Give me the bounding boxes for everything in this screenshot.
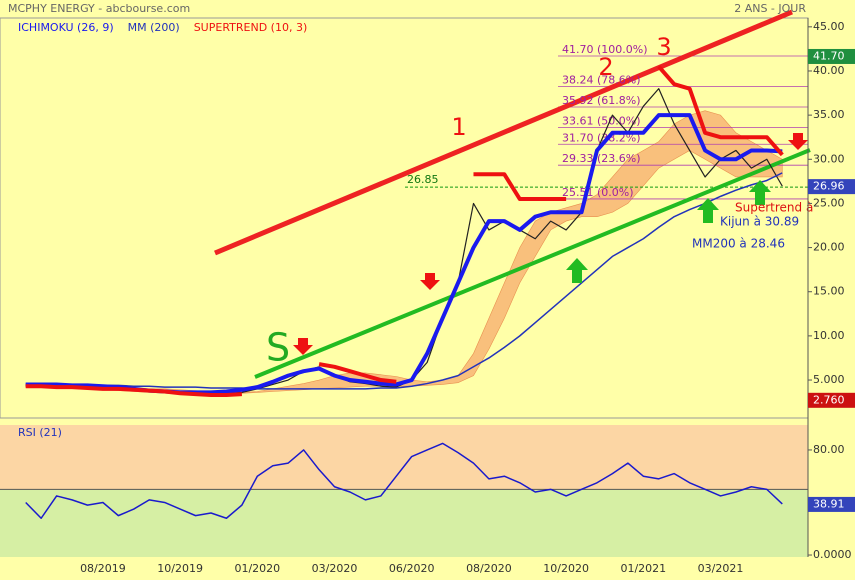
x-tick-label: 03/2021 (698, 562, 744, 575)
y-tick-label: 15.00 (813, 285, 845, 298)
fib-label: 33.61 (50.0%) (562, 114, 641, 127)
series-line (25, 442, 783, 520)
y-tick-label: 10.00 (813, 329, 845, 342)
series-line (25, 172, 783, 390)
y-tick-label: 35.00 (813, 108, 845, 121)
price-box (808, 179, 855, 195)
x-tick-label: 10/2019 (157, 562, 203, 575)
fib-label: 38.24 (78.6%) (562, 74, 641, 87)
annotation: Kijun à 30.89 (720, 215, 799, 229)
y-tick-label: 20.00 (813, 241, 845, 254)
price-box-label: 26.96 (813, 180, 845, 193)
up-arrow (749, 180, 771, 205)
series-line (25, 65, 784, 398)
x-tick-label: 08/2020 (466, 562, 512, 575)
rsi-overbought-zone (0, 425, 808, 490)
y-tick-label: 0.0000 (813, 548, 852, 561)
down-arrow (293, 338, 313, 355)
y-tick-label: 30.00 (813, 152, 845, 165)
fib-label: 29.33 (23.6%) (562, 152, 641, 165)
y-tick-label: 45.00 (813, 20, 845, 33)
annotation: Supertrend à (735, 201, 813, 215)
chart-subtitle: 2 ANS - JOUR (734, 2, 806, 15)
price-box (808, 48, 855, 64)
fib-label: 41.70 (100.0%) (562, 43, 648, 56)
wave-label: 2 (598, 53, 613, 81)
y-tick-label: 25.00 (813, 196, 845, 209)
rsi-box (808, 496, 855, 512)
wave-label: 1 (451, 113, 466, 141)
level-label: 26.85 (407, 173, 439, 186)
annotation: MM200 à 28.46 (692, 237, 785, 251)
down-arrow (788, 133, 808, 150)
rsi-title: RSI (21) (18, 426, 62, 439)
channel-line (214, 9, 793, 256)
up-arrow (566, 258, 588, 283)
legend-entry: MM (200) (128, 21, 180, 34)
fib-label: 35.92 (61.8%) (562, 94, 641, 107)
y-tick-label: 40.00 (813, 64, 845, 77)
legend-entry: SUPERTREND (10, 3) (194, 21, 308, 34)
price-box-label: 41.70 (813, 49, 845, 62)
support-line (254, 148, 811, 379)
rsi-oversold-zone (0, 489, 808, 557)
price-box (808, 392, 855, 408)
up-arrow (697, 198, 719, 223)
ichimoku-cloud (25, 110, 783, 395)
y-tick-label: 5.000 (813, 373, 845, 386)
y-tick-label: 80.00 (813, 443, 845, 456)
price-box-label: 2.760 (813, 393, 845, 406)
x-tick-label: 01/2020 (234, 562, 280, 575)
rsi-box-label: 38.91 (813, 497, 845, 510)
x-tick-label: 08/2019 (80, 562, 126, 575)
down-arrow (420, 273, 440, 290)
signal-label: S (266, 326, 290, 370)
x-tick-label: 01/2021 (620, 562, 666, 575)
x-tick-label: 06/2020 (389, 562, 435, 575)
x-tick-label: 10/2020 (543, 562, 589, 575)
x-tick-label: 03/2020 (312, 562, 358, 575)
chart-title: MCPHY ENERGY - abcbourse.com (8, 2, 190, 15)
legend-entry: ICHIMOKU (26, 9) (18, 21, 114, 34)
wave-label: 3 (656, 33, 671, 61)
fib-label: 25.51 (0.0%) (562, 186, 634, 199)
